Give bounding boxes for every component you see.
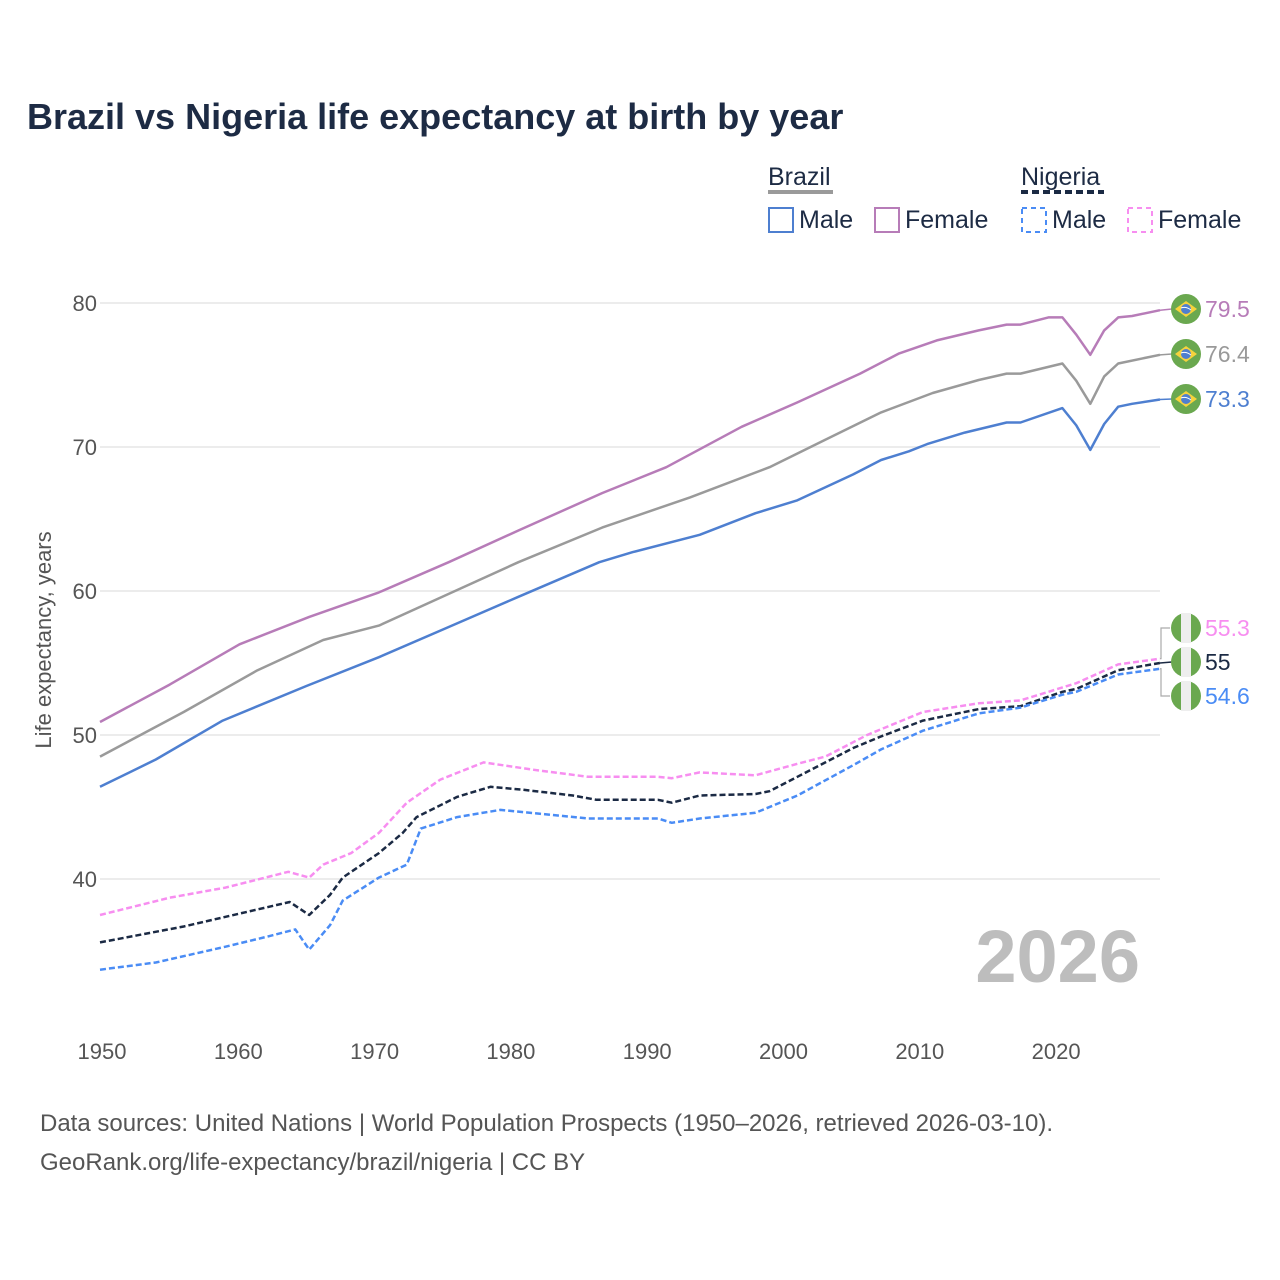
x-tick-label: 2000 [759,1039,808,1064]
legend-nigeria-male-swatch[interactable] [1021,207,1047,233]
end-value-label: 79.5 [1205,296,1250,322]
end-labels: 79.5 76.4 73.3 55.3 55 54.6 [1159,294,1250,711]
brazil-flag-icon [1171,384,1201,414]
legend-brazil-female-swatch[interactable] [874,207,900,233]
label-connector [1160,627,1170,660]
series-line-nigeria-female[interactable] [99,657,1161,917]
brazil-flag-icon [1171,294,1201,324]
x-tick-label: 1960 [214,1039,263,1064]
footer-sources: Data sources: United Nations | World Pop… [40,1110,1053,1137]
x-tick-label: 2010 [895,1039,944,1064]
series-line-nigeria-total[interactable] [99,661,1161,944]
y-axis-label: Life expectancy, years [31,531,56,748]
x-axis: 1950 1960 1970 1980 1990 2000 2010 2020 [78,1039,1081,1064]
year-watermark: 2026 [975,915,1140,998]
series-line-brazil-female[interactable] [99,308,1161,724]
nigeria-flag-icon [1171,647,1201,677]
label-connector [1159,353,1173,356]
label-connector [1159,661,1173,664]
legend: Brazil Male Female Nigeria Male Female [768,163,1241,234]
legend-brazil-male-swatch[interactable] [768,207,794,233]
y-tick-label: 40 [73,867,97,892]
x-tick-label: 2020 [1032,1039,1081,1064]
label-connector [1159,308,1173,311]
x-tick-label: 1970 [350,1039,399,1064]
y-tick-label: 70 [73,435,97,460]
y-axis: 40 50 60 70 80 [73,291,97,892]
series-line-nigeria-male[interactable] [99,667,1161,971]
end-value-label: 55.3 [1205,615,1250,641]
y-tick-label: 50 [73,723,97,748]
series-lines [99,308,1161,971]
chart-title: Brazil vs Nigeria life expectancy at bir… [27,96,843,137]
legend-brazil-male[interactable]: Male [799,206,853,234]
legend-nigeria-female[interactable]: Female [1158,206,1241,234]
end-value-label: 55 [1205,649,1231,675]
series-line-brazil-male[interactable] [99,398,1161,788]
end-value-label: 54.6 [1205,683,1250,709]
legend-group-brazil[interactable]: Brazil [768,163,831,191]
end-value-label: 76.4 [1205,341,1250,367]
brazil-flag-icon [1171,339,1201,369]
grid [100,302,1160,880]
x-tick-label: 1980 [486,1039,535,1064]
legend-group-nigeria[interactable]: Nigeria [1021,163,1100,191]
legend-nigeria-female-swatch[interactable] [1127,207,1153,233]
footer-link[interactable]: GeoRank.org/life-expectancy/brazil/niger… [40,1149,585,1176]
legend-nigeria-male[interactable]: Male [1052,206,1106,234]
y-tick-label: 60 [73,579,97,604]
x-tick-label: 1990 [623,1039,672,1064]
legend-brazil-female[interactable]: Female [905,206,988,234]
x-tick-label: 1950 [78,1039,127,1064]
label-connector [1160,668,1170,697]
nigeria-flag-icon [1171,681,1201,711]
y-tick-label: 80 [73,291,97,316]
nigeria-flag-icon [1171,613,1201,643]
series-line-brazil-total[interactable] [99,353,1161,758]
end-value-label: 73.3 [1205,386,1250,412]
